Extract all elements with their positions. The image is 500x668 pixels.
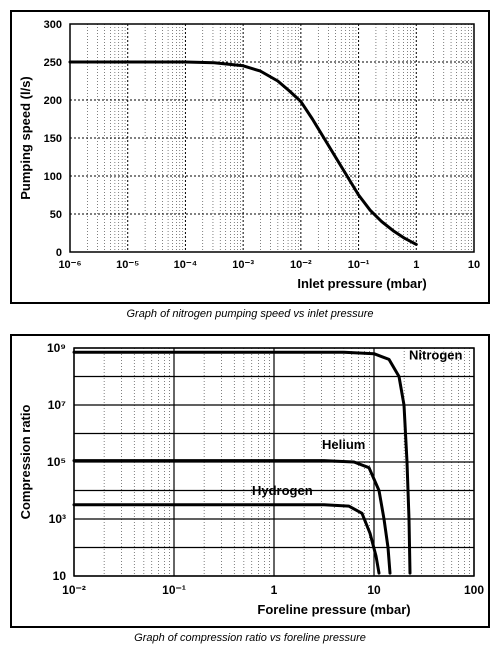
svg-text:100: 100 — [44, 171, 62, 183]
svg-text:Hydrogen: Hydrogen — [252, 483, 313, 498]
svg-text:150: 150 — [44, 133, 62, 145]
svg-text:50: 50 — [50, 209, 62, 221]
svg-text:10⁻⁵: 10⁻⁵ — [116, 259, 139, 271]
svg-text:10⁻⁶: 10⁻⁶ — [58, 259, 81, 271]
svg-text:10: 10 — [53, 569, 67, 583]
svg-text:10⁵: 10⁵ — [47, 455, 66, 469]
svg-text:10⁻¹: 10⁻¹ — [162, 583, 186, 597]
svg-text:100: 100 — [464, 583, 484, 597]
svg-text:10⁻²: 10⁻² — [62, 583, 86, 597]
svg-text:Inlet pressure (mbar): Inlet pressure (mbar) — [297, 276, 426, 291]
pumping-speed-caption: Graph of nitrogen pumping speed vs inlet… — [10, 308, 490, 320]
svg-text:Pumping speed (l/s): Pumping speed (l/s) — [18, 76, 33, 200]
svg-text:Helium: Helium — [322, 437, 365, 452]
svg-text:Foreline pressure (mbar): Foreline pressure (mbar) — [257, 602, 410, 617]
compression-ratio-caption: Graph of compression ratio vs foreline p… — [10, 632, 490, 644]
svg-text:10⁻¹: 10⁻¹ — [348, 259, 370, 271]
svg-text:10⁻²: 10⁻² — [290, 259, 312, 271]
svg-text:10⁹: 10⁹ — [47, 341, 66, 355]
svg-text:10: 10 — [468, 259, 480, 271]
svg-text:200: 200 — [44, 95, 62, 107]
svg-text:10⁻³: 10⁻³ — [232, 259, 254, 271]
svg-text:1: 1 — [413, 259, 419, 271]
svg-text:10³: 10³ — [49, 512, 66, 526]
svg-text:Compression ratio: Compression ratio — [18, 405, 33, 520]
compression-ratio-chart: Nitrogen Helium Hydrogen 10⁻² 10⁻¹ 1 10 100 10 10… — [12, 336, 488, 626]
compression-ratio-figure: Nitrogen Helium Hydrogen 10⁻² 10⁻¹ 1 10 100 10 10… — [10, 334, 490, 628]
svg-text:10: 10 — [367, 583, 381, 597]
svg-text:1: 1 — [271, 583, 278, 597]
svg-text:10⁷: 10⁷ — [48, 398, 66, 412]
svg-text:250: 250 — [44, 57, 62, 69]
pumping-speed-figure: 10⁻⁶10⁻⁵10⁻⁴10⁻³10⁻²10⁻¹1100501001502002… — [10, 10, 490, 304]
svg-text:300: 300 — [44, 19, 62, 31]
svg-text:10⁻⁴: 10⁻⁴ — [174, 259, 197, 271]
pumping-speed-chart: 10⁻⁶10⁻⁵10⁻⁴10⁻³10⁻²10⁻¹1100501001502002… — [12, 12, 488, 302]
svg-text:Nitrogen: Nitrogen — [409, 347, 463, 362]
svg-text:0: 0 — [56, 247, 62, 259]
